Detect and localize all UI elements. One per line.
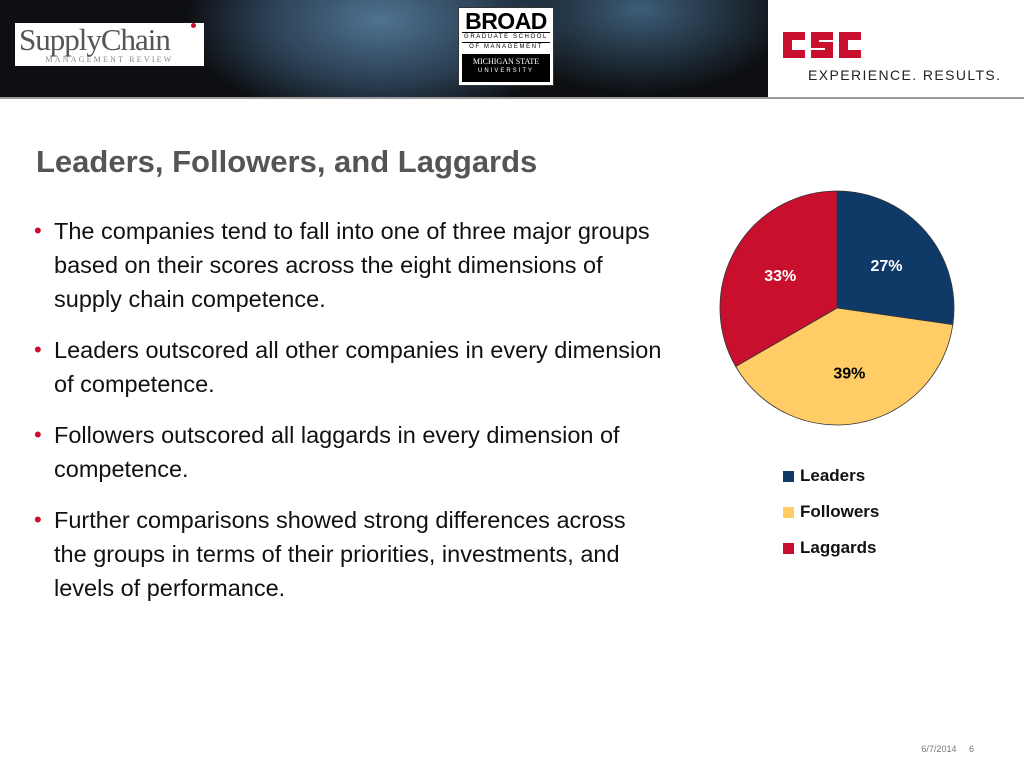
scm-logo-dot <box>191 23 196 28</box>
bullet-item: • The companies tend to fall into one of… <box>34 214 664 316</box>
bullet-text: Leaders outscored all other companies in… <box>54 337 662 397</box>
bullet-text: Further comparisons showed strong differ… <box>54 507 626 601</box>
header-divider <box>0 97 1024 99</box>
legend-label: Laggards <box>800 538 877 557</box>
footer-date: 6/7/2014 <box>921 744 957 754</box>
bullet-item: • Followers outscored all laggards in ev… <box>34 418 664 486</box>
legend-label: Followers <box>800 502 880 521</box>
bullet-item: • Leaders outscored all other companies … <box>34 333 664 401</box>
csc-tagline: EXPERIENCE. RESULTS. <box>808 67 1002 83</box>
bullet-marker: • <box>34 422 42 447</box>
msu-logo-line1: MICHIGAN STATE <box>472 57 540 66</box>
legend-swatch <box>783 470 794 482</box>
bullet-text: The companies tend to fall into one of t… <box>54 218 650 312</box>
header-banner: SupplyChain MANAGEMENT REVIEW BROAD GRAD… <box>0 0 1024 99</box>
page-number: 6 <box>968 744 974 754</box>
broad-logo-word: BROAD <box>462 10 550 33</box>
scm-logo-sub: MANAGEMENT REVIEW <box>45 55 174 64</box>
msu-logo-line2: UNIVERSITY <box>477 68 534 74</box>
csc-logo <box>783 32 861 58</box>
legend-item-followers: Followers <box>783 494 879 530</box>
pie-label-leaders: 27% <box>871 258 903 275</box>
pie-slice-laggards <box>719 190 838 368</box>
bullet-item: • Further comparisons showed strong diff… <box>34 503 664 605</box>
legend-item-laggards: Laggards <box>783 530 879 566</box>
slide-footer: 6/7/2014 6 <box>921 744 974 754</box>
legend-swatch <box>783 542 794 554</box>
broad-school-logo: BROAD GRADUATE SCHOOL OF MANAGEMENT MICH… <box>458 7 554 86</box>
broad-logo-line1: GRADUATE SCHOOL <box>462 33 550 43</box>
bullet-list: • The companies tend to fall into one of… <box>34 214 664 622</box>
msu-logo-box: MICHIGAN STATE UNIVERSITY <box>462 54 550 82</box>
bullet-marker: • <box>34 507 42 532</box>
globe-banner-image <box>0 0 768 98</box>
bullet-marker: • <box>34 337 42 362</box>
pie-label-followers: 39% <box>833 365 865 382</box>
bullet-text: Followers outscored all laggards in ever… <box>54 422 620 482</box>
pie-chart: 27% 39% 33% <box>719 190 955 426</box>
bullet-marker: • <box>34 218 42 243</box>
scm-logo-main: SupplyChain <box>19 22 171 57</box>
legend-label: Leaders <box>800 466 866 485</box>
legend-swatch <box>783 506 794 518</box>
broad-logo-line2: OF MANAGEMENT <box>469 44 543 50</box>
slide-title: Leaders, Followers, and Laggards <box>36 144 538 179</box>
supply-chain-management-review-logo: SupplyChain MANAGEMENT REVIEW <box>15 23 204 66</box>
pie-slice-followers <box>735 307 954 426</box>
legend-item-leaders: Leaders <box>783 458 879 494</box>
chart-legend: Leaders Followers Laggards <box>783 458 879 566</box>
pie-slice-leaders <box>836 190 955 326</box>
pie-label-laggards: 33% <box>764 268 796 285</box>
